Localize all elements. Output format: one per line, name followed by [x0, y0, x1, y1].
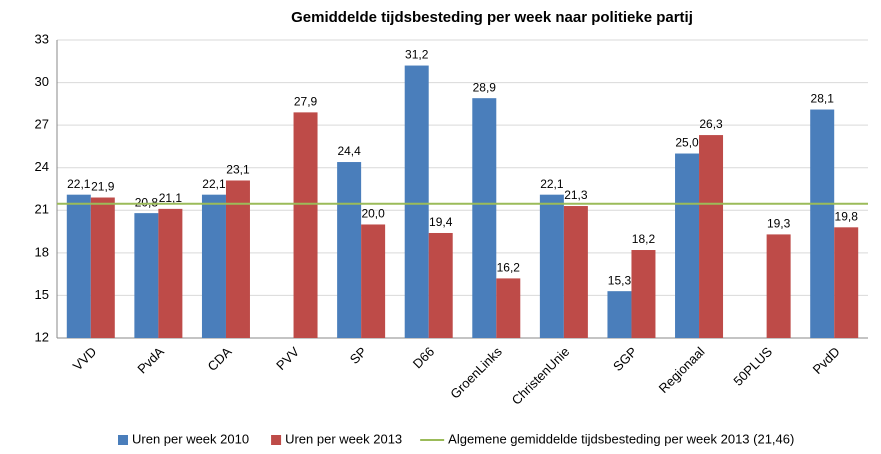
bar — [361, 224, 386, 338]
legend-label: Uren per week 2010 — [132, 431, 249, 446]
value-label: 19,8 — [835, 209, 859, 223]
bar — [631, 250, 656, 338]
legend-swatch — [271, 435, 282, 445]
x-tick-label: ChristenUnie — [509, 344, 573, 408]
x-tick-label: CDA — [204, 344, 234, 374]
bar — [90, 197, 115, 338]
value-label: 28,9 — [473, 80, 497, 94]
value-label: 22,1 — [67, 177, 91, 191]
bar — [134, 213, 159, 338]
value-label: 27,9 — [294, 95, 318, 109]
bar — [404, 65, 429, 339]
bar — [607, 291, 632, 338]
value-label: 18,2 — [632, 232, 656, 246]
bar — [699, 135, 724, 338]
x-tick-label: PvdA — [134, 344, 167, 377]
bar — [834, 227, 859, 338]
x-tick-label: VVD — [70, 344, 100, 374]
bar — [810, 109, 835, 339]
y-tick-label: 21 — [35, 202, 49, 217]
value-label: 21,1 — [159, 191, 183, 205]
bar — [66, 194, 91, 338]
x-tick-label: D66 — [410, 344, 437, 371]
legend-label: Algemene gemiddelde tijdsbesteding per w… — [448, 431, 794, 446]
y-tick-label: 24 — [35, 159, 49, 174]
y-tick-label: 33 — [35, 31, 49, 46]
bar — [293, 112, 318, 338]
y-tick-label: 27 — [35, 117, 49, 132]
value-label: 28,1 — [811, 92, 835, 106]
x-tick-label: GroenLinks — [447, 344, 505, 402]
value-label: 31,2 — [405, 48, 429, 62]
value-label: 21,3 — [564, 188, 588, 202]
x-tick-label: SP — [347, 344, 370, 367]
x-tick-label: PvdD — [810, 344, 843, 377]
value-label: 15,3 — [608, 273, 632, 287]
bar — [428, 232, 453, 338]
x-tick-label: SGP — [610, 344, 640, 374]
bar — [539, 194, 564, 338]
bar — [158, 208, 183, 338]
value-label: 22,1 — [540, 177, 564, 191]
bar — [675, 153, 700, 338]
legend-label: Uren per week 2013 — [285, 431, 402, 446]
bar — [337, 162, 362, 338]
bar — [472, 98, 497, 338]
x-tick-label: PVV — [273, 344, 302, 373]
value-label: 22,1 — [202, 177, 226, 191]
y-tick-label: 30 — [35, 74, 49, 89]
bar — [496, 278, 521, 338]
value-label: 24,4 — [337, 144, 361, 158]
legend-swatch — [118, 435, 128, 445]
value-label: 23,1 — [226, 163, 250, 177]
value-label: 19,4 — [429, 215, 453, 229]
value-label: 19,3 — [767, 217, 791, 231]
y-tick-label: 18 — [35, 244, 49, 259]
bar — [766, 234, 791, 338]
value-label: 20,0 — [361, 207, 385, 221]
chart-title: Gemiddelde tijdsbesteding per week naar … — [291, 9, 693, 26]
y-tick-label: 12 — [35, 329, 49, 344]
x-tick-label: Regionaal — [656, 344, 708, 396]
bar — [201, 194, 226, 338]
bar — [225, 180, 250, 338]
bar — [563, 206, 588, 338]
y-tick-label: 15 — [35, 287, 49, 302]
x-tick-label: 50PLUS — [730, 344, 775, 389]
value-label: 25,0 — [675, 136, 699, 150]
value-label: 21,9 — [91, 180, 115, 194]
value-label: 16,2 — [497, 261, 521, 275]
value-label: 20,8 — [135, 195, 159, 209]
value-label: 26,3 — [699, 117, 723, 131]
